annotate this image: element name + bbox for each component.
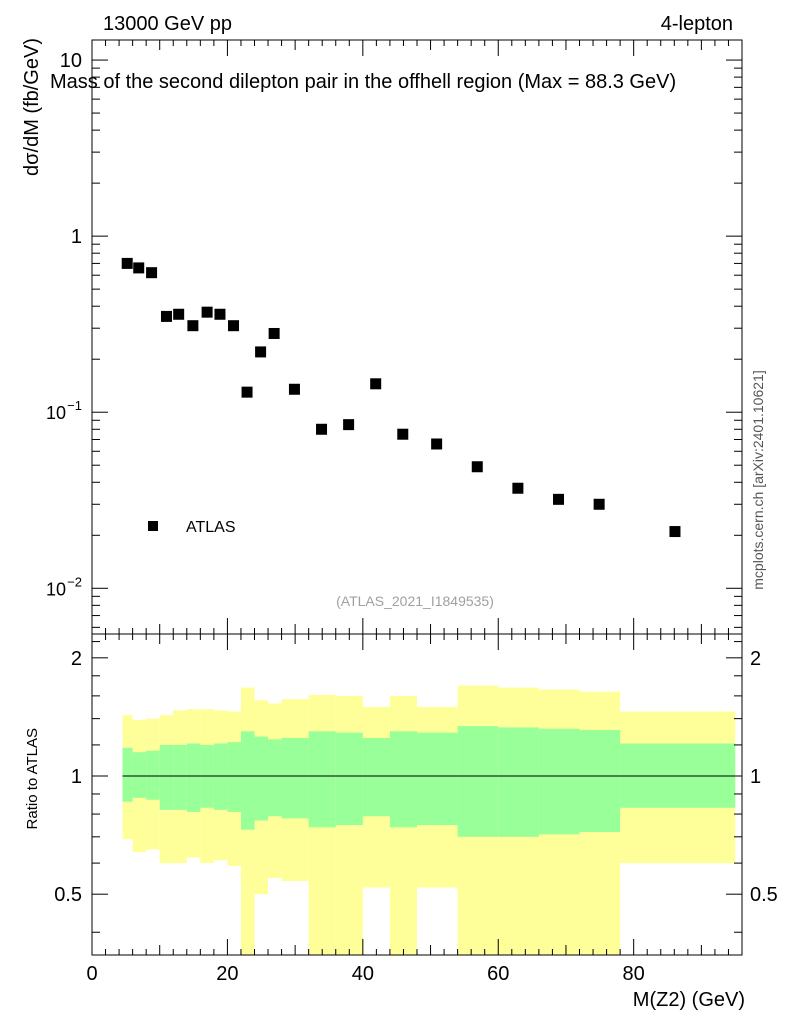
- y-tick-label-ratio: 2: [71, 648, 82, 670]
- data-point-atlas: [121, 257, 133, 269]
- ratio-band-stat: [173, 744, 187, 810]
- data-point-atlas: [160, 310, 172, 322]
- data-point-atlas: [343, 419, 355, 431]
- data-point-atlas: [370, 378, 382, 390]
- legend-marker: [148, 521, 158, 531]
- ratio-band-stat: [268, 739, 282, 817]
- legend-label: ATLAS: [186, 519, 236, 536]
- ratio-band-stat: [362, 737, 390, 817]
- y-tick-label-ratio-right: 0.5: [750, 884, 778, 906]
- x-tick-label: 20: [216, 963, 238, 985]
- plot-title: Mass of the second dilepton pair in the …: [50, 71, 676, 93]
- ratio-band-stat: [579, 729, 621, 833]
- data-point-atlas: [553, 493, 565, 505]
- data-point-atlas: [173, 308, 185, 320]
- y-tick-label-main: 10 −1: [46, 398, 82, 423]
- data-point-atlas: [146, 267, 158, 279]
- header-left: 13000 GeV pp: [103, 13, 232, 35]
- y-tick-label-ratio: 1: [71, 766, 82, 788]
- ratio-plot: 0.5 0.51 12 20 20 40 60 80 Ratio to ATLAS M(Z2)…: [24, 633, 778, 1011]
- data-point-atlas: [669, 526, 681, 538]
- data-point-atlas: [593, 498, 605, 510]
- data-point-atlas: [133, 262, 145, 274]
- ratio-band-stat: [132, 752, 147, 798]
- data-point-atlas: [397, 428, 409, 440]
- y-tick-label-main: 10: [60, 50, 82, 72]
- data-point-atlas: [288, 383, 300, 395]
- y-tick-label-ratio-right: 1: [750, 766, 761, 788]
- data-point-atlas: [268, 327, 280, 339]
- ratio-band-stat: [122, 747, 133, 802]
- data-point-atlas: [214, 308, 226, 320]
- reference-label: (ATLAS_2021_I1849535): [336, 593, 494, 609]
- ratio-band-stat: [213, 743, 228, 810]
- x-tick-label: 60: [487, 963, 509, 985]
- data-point-atlas: [471, 461, 483, 473]
- data-point-atlas: [241, 386, 253, 398]
- ratio-band-stat: [498, 727, 539, 837]
- header-right: 4-lepton: [661, 13, 733, 35]
- side-label: mcplots.cern.ch [arXiv:2401.10621]: [750, 370, 766, 589]
- main-plot-frame: [91, 39, 743, 635]
- ratio-band-stat: [240, 731, 255, 830]
- y-tick-label-main: 1: [71, 226, 82, 248]
- ratio-band-stat: [457, 726, 499, 837]
- ratio-band-stat: [254, 736, 269, 821]
- svg-text:−2: −2: [67, 574, 82, 589]
- x-tick-label: 0: [86, 963, 97, 985]
- svg-text:10: 10: [60, 50, 82, 72]
- x-tick-label: 40: [352, 963, 374, 985]
- data-point-atlas: [228, 320, 240, 332]
- svg-text:10: 10: [46, 579, 66, 599]
- y-tick-label-ratio: 0.5: [54, 884, 82, 906]
- ratio-band-stat: [159, 744, 174, 810]
- x-axis-label: M(Z2) (GeV): [633, 989, 745, 1011]
- data-point-atlas: [201, 306, 213, 318]
- data-point-atlas: [255, 346, 267, 358]
- y-tick-label-ratio-right: 2: [750, 648, 761, 670]
- main-plot: Mass of the second dilepton pair in the …: [21, 38, 743, 635]
- svg-text:10: 10: [46, 403, 66, 423]
- ratio-band-stat: [538, 728, 580, 835]
- data-point-atlas: [431, 438, 443, 450]
- ratio-band-stat: [335, 732, 363, 826]
- ratio-band-stat: [389, 731, 417, 828]
- ratio-band-stat: [417, 732, 458, 826]
- y-axis-label-main: dσ/dM (fb/GeV): [21, 38, 43, 176]
- data-point-atlas: [512, 482, 524, 494]
- ratio-band-stat: [308, 731, 336, 828]
- y-tick-label-main: 10 −2: [46, 574, 82, 599]
- x-tick-label: 80: [623, 963, 645, 985]
- svg-text:−1: −1: [67, 398, 82, 413]
- data-point-atlas: [316, 423, 328, 435]
- y-axis-label-ratio: Ratio to ATLAS: [24, 728, 41, 829]
- svg-text:1: 1: [71, 226, 82, 248]
- ratio-band-stat: [227, 742, 241, 812]
- data-point-atlas: [187, 320, 199, 332]
- ratio-band-stat: [146, 750, 160, 800]
- ratio-band-stat: [186, 743, 201, 812]
- legend: ATLAS: [148, 519, 236, 536]
- ratio-band-stat: [281, 737, 309, 819]
